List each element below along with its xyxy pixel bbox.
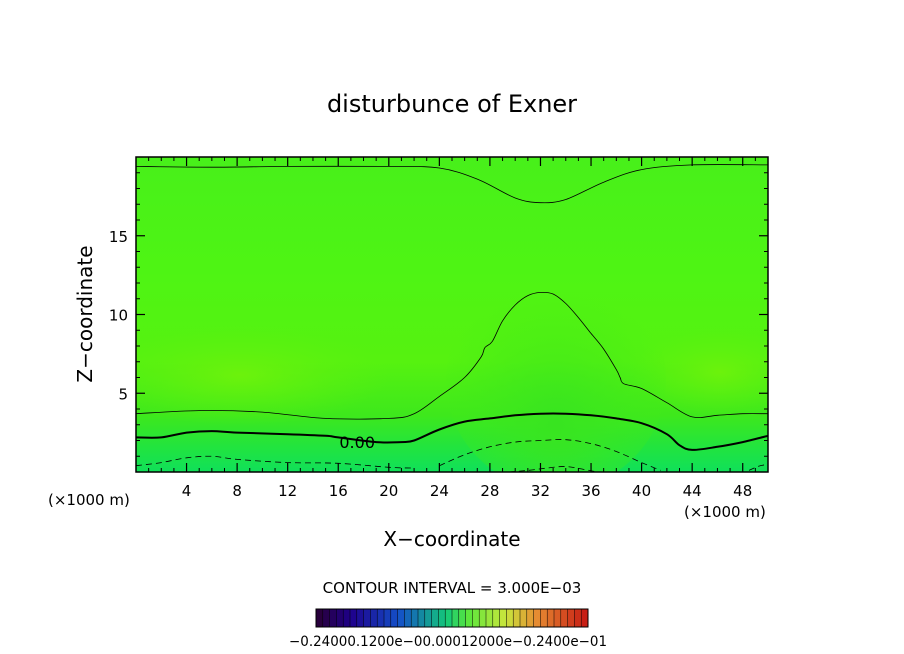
field-bottom-minimum bbox=[401, 432, 679, 472]
x-tick-label: 24 bbox=[430, 482, 449, 500]
y-axis: 5 10 15 bbox=[109, 172, 768, 457]
colorbar-segment bbox=[513, 609, 521, 627]
x-unit-right: (×1000 m) bbox=[684, 503, 766, 521]
colorbar-segment bbox=[506, 609, 514, 627]
colorbar-frame bbox=[315, 608, 589, 628]
colorbar-segment bbox=[377, 609, 385, 627]
colorbar-segment bbox=[316, 609, 324, 627]
colorbar-segment bbox=[560, 609, 568, 627]
x-tick-label: 44 bbox=[683, 482, 702, 500]
colorbar-segment bbox=[343, 609, 351, 627]
x-tick-label: 28 bbox=[480, 482, 499, 500]
x-tick-label: 4 bbox=[182, 482, 192, 500]
colorbar-segment bbox=[465, 609, 473, 627]
x-tick-label: 48 bbox=[733, 482, 752, 500]
x-tick-label: 12 bbox=[278, 482, 297, 500]
colorbar-tick-labels: −0.24000.1200e−00.00012000e−0.2400e−01 bbox=[289, 634, 607, 650]
colorbar-segment bbox=[336, 609, 344, 627]
x-axis: 4 8 12 16 20 24 28 32 36 40 44 48 bbox=[148, 157, 756, 500]
contour-line-6 bbox=[748, 463, 768, 471]
y-tick-label: 15 bbox=[109, 228, 128, 246]
contour-line-0 bbox=[136, 164, 768, 204]
colorbar-segment bbox=[424, 609, 432, 627]
colorbar-segment bbox=[547, 609, 555, 627]
colorbar-segment bbox=[322, 609, 330, 627]
x-tick-label: 40 bbox=[632, 482, 651, 500]
chart-title: disturbunce of Exner bbox=[327, 90, 577, 118]
x-tick-label: 20 bbox=[379, 482, 398, 500]
field-light-region-left bbox=[136, 325, 390, 425]
field-dome-region bbox=[446, 270, 666, 472]
plot-area bbox=[136, 157, 768, 472]
colorbar-segment bbox=[554, 609, 562, 627]
colorbar-segment bbox=[492, 609, 500, 627]
colorbar-segment bbox=[540, 609, 548, 627]
colorbar-segment bbox=[418, 609, 426, 627]
colorbar-segment bbox=[452, 609, 460, 627]
colorbar-segment bbox=[567, 609, 575, 627]
x-unit-left: (×1000 m) bbox=[48, 491, 130, 509]
colorbar-segment bbox=[390, 609, 398, 627]
colorbar-segment bbox=[581, 609, 589, 627]
colorbar-segment bbox=[533, 609, 541, 627]
x-tick-label: 32 bbox=[531, 482, 550, 500]
colorbar-segment bbox=[458, 609, 466, 627]
contour-lines bbox=[136, 164, 768, 472]
colorbar-segment bbox=[520, 609, 528, 627]
contour-line-3 bbox=[136, 455, 415, 469]
colorbar-segment bbox=[329, 609, 337, 627]
colorbar-segment bbox=[350, 609, 358, 627]
x-axis-label: X−coordinate bbox=[383, 527, 520, 551]
colorbar-segment bbox=[363, 609, 371, 627]
contour-labels: 0.00 bbox=[339, 433, 375, 452]
colorbar-segment bbox=[445, 609, 453, 627]
y-tick-label: 10 bbox=[109, 307, 128, 325]
colorbar-segment bbox=[499, 609, 507, 627]
y-axis-label: Z−coordinate bbox=[73, 245, 97, 382]
colorbar-segment bbox=[526, 609, 534, 627]
colorbar-segment bbox=[472, 609, 480, 627]
colorbar-segment bbox=[411, 609, 419, 627]
colorbar-segment bbox=[397, 609, 405, 627]
contour-interval-text: CONTOUR INTERVAL = 3.000E−03 bbox=[323, 579, 582, 597]
colorbar-segment bbox=[486, 609, 494, 627]
x-tick-label: 8 bbox=[232, 482, 242, 500]
colorbar-segment bbox=[438, 609, 446, 627]
colorbar-segment bbox=[370, 609, 378, 627]
colorbar-segment bbox=[404, 609, 412, 627]
x-tick-label: 36 bbox=[581, 482, 600, 500]
contour-line-2 bbox=[136, 412, 768, 451]
contour-label-0: 0.00 bbox=[339, 433, 375, 452]
colorbar-segment bbox=[356, 609, 364, 627]
colorbar-segment bbox=[431, 609, 439, 627]
colorbar-segment bbox=[479, 609, 487, 627]
contour-line-1 bbox=[136, 291, 768, 420]
colorbar bbox=[315, 608, 589, 628]
contour-line-4 bbox=[439, 439, 661, 471]
colorbar-segment bbox=[574, 609, 582, 627]
x-tick-label: 16 bbox=[329, 482, 348, 500]
colorbar-segment bbox=[384, 609, 392, 627]
y-tick-label: 5 bbox=[118, 385, 128, 403]
